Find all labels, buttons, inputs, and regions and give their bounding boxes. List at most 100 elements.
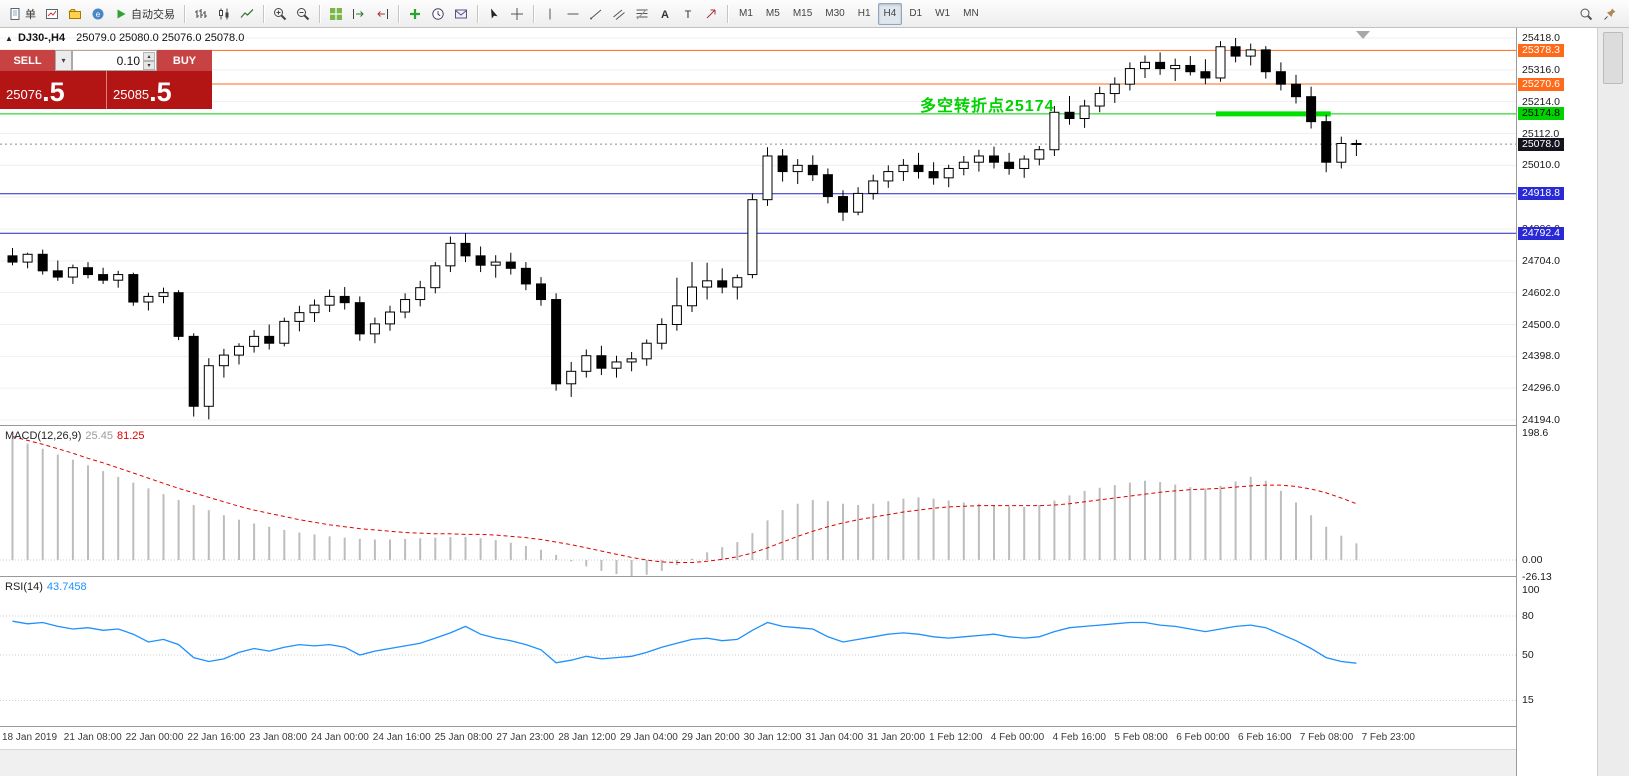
time-tick-label: 27 Jan 23:00 [496, 732, 555, 743]
right-scrollbar[interactable] [1597, 28, 1629, 776]
tf-h4-button-label: H4 [883, 8, 897, 19]
time-tick-label: 29 Jan 20:00 [681, 732, 740, 743]
zoom-in-button[interactable] [269, 3, 291, 25]
rsi-panel[interactable]: RSI(14) 43.7458 [0, 578, 1516, 727]
price-badge: 25174.8 [1518, 107, 1564, 121]
time-tick-label: 24 Jan 16:00 [372, 732, 431, 743]
hline-icon [566, 7, 580, 21]
vertical-line-button[interactable] [539, 3, 561, 25]
search-button[interactable] [1575, 3, 1597, 25]
price-tick-label: 25418.0 [1522, 32, 1560, 44]
rsi-scale-label: 50 [1522, 649, 1534, 661]
time-tick-label: 6 Feb 00:00 [1176, 732, 1230, 743]
labelT-icon: T [681, 7, 695, 21]
time-tick-label: 30 Jan 12:00 [743, 732, 802, 743]
tf-w1-button[interactable]: W1 [929, 3, 956, 25]
tf-h1-button[interactable]: H1 [852, 3, 877, 25]
toolbar-separator [319, 4, 320, 23]
lot-size-input[interactable]: 0.10 ▴ ▾ [72, 50, 157, 71]
time-axis[interactable]: 18 Jan 2019 21 Jan 08:00 22 Jan 00:00 22 Ja… [0, 727, 1516, 749]
toolbar: 单 e 自动交易 A T M1 M5 M15 M30 H1 H4 D1 W1 MN [0, 0, 1629, 28]
buy-button[interactable]: BUY [157, 50, 212, 71]
rsi-label: RSI(14) 43.7458 [5, 581, 87, 593]
price-badge: 24918.8 [1518, 187, 1564, 201]
metaeditor-button[interactable]: e [87, 3, 109, 25]
templates-button[interactable] [450, 3, 472, 25]
time-tick-label: 22 Jan 00:00 [125, 732, 184, 743]
time-tick-label: 31 Jan 20:00 [867, 732, 926, 743]
tf-m30-button[interactable]: M30 [819, 3, 850, 25]
time-tick-label: 29 Jan 04:00 [620, 732, 678, 743]
periods-button[interactable] [427, 3, 449, 25]
candles-series [7, 38, 1362, 420]
tf-mn-button[interactable]: MN [957, 3, 985, 25]
tf-d1-button[interactable]: D1 [903, 3, 928, 25]
macd-scale-label: 0.00 [1522, 554, 1543, 566]
tf-h4-button[interactable]: H4 [877, 2, 903, 25]
lot-spinner: ▴ ▾ [143, 51, 155, 70]
time-tick-label: 7 Feb 23:00 [1361, 732, 1415, 743]
candlestick-chart-button[interactable] [213, 3, 235, 25]
lot-size-value: 0.10 [116, 53, 140, 68]
profiles-button[interactable] [64, 3, 86, 25]
tf-m5-button[interactable]: M5 [760, 3, 786, 25]
price-chart-panel[interactable]: ▲ DJ30-,H4 25079.0 25080.0 25076.0 25078… [0, 28, 1516, 426]
price-tick-label: 24704.0 [1522, 254, 1560, 267]
macd-name: MACD(12,26,9) [5, 430, 82, 442]
price-axis[interactable]: 25418.025316.025214.025112.025010.024908… [1516, 28, 1596, 776]
indicators-button[interactable] [404, 3, 426, 25]
rsi-value: 43.7458 [46, 581, 87, 593]
trendline-button[interactable] [585, 3, 607, 25]
toolbar-separator [398, 4, 399, 23]
time-tick-label: 23 Jan 08:00 [249, 732, 308, 743]
toolbar-separator [184, 4, 185, 23]
fibo-icon [635, 7, 649, 21]
chart-area[interactable]: ▲ DJ30-,H4 25079.0 25080.0 25076.0 25078… [0, 28, 1516, 776]
sell-price-button[interactable]: 25076 .5 [0, 71, 106, 109]
candlestick-chart [0, 31, 1516, 421]
tile-windows-button[interactable] [325, 3, 347, 25]
sell-button[interactable]: SELL [0, 50, 55, 71]
chart-shift-button[interactable] [371, 3, 393, 25]
horizontal-line-button[interactable] [562, 3, 584, 25]
text-button[interactable]: A [654, 3, 676, 25]
autotrading-button[interactable]: 自动交易 [110, 3, 179, 25]
candles-icon [217, 7, 231, 21]
price-tick-label: 24296.0 [1522, 382, 1560, 395]
tf-mn-button-label: MN [963, 8, 979, 19]
line-icon [240, 7, 254, 21]
order-type-dropdown[interactable]: ▾ [55, 50, 72, 71]
autotrading-button-label: 自动交易 [131, 8, 175, 21]
cursor-icon [487, 7, 501, 21]
lot-decrease-button[interactable]: ▾ [143, 60, 155, 70]
pin-button[interactable] [1599, 3, 1621, 25]
macd-panel[interactable]: MACD(12,26,9) 25.45 81.25 [0, 427, 1516, 577]
tf-m1-button[interactable]: M1 [733, 3, 759, 25]
fibonacci-button[interactable] [631, 3, 653, 25]
cursor-button[interactable] [483, 3, 505, 25]
bar-chart-button[interactable] [190, 3, 212, 25]
pin-icon [1603, 7, 1617, 21]
price-tick-label: 25214.0 [1522, 95, 1560, 108]
line-chart-button[interactable] [236, 3, 258, 25]
new-chart-button[interactable] [41, 3, 63, 25]
autoscroll-icon [352, 7, 366, 21]
tf-m15-button[interactable]: M15 [787, 3, 818, 25]
price-tick-label: 24602.0 [1522, 286, 1560, 299]
crosshair-button[interactable] [506, 3, 528, 25]
new-order-button[interactable]: 单 [4, 3, 40, 25]
scrollbar-thumb[interactable] [1603, 32, 1623, 84]
arrows-button[interactable] [700, 3, 722, 25]
text-label-button[interactable]: T [677, 3, 699, 25]
lot-increase-button[interactable]: ▴ [143, 51, 155, 61]
channel-button[interactable] [608, 3, 630, 25]
time-tick-label: 21 Jan 08:00 [63, 732, 122, 743]
chart-shift-marker [1356, 31, 1370, 39]
auto-scroll-button[interactable] [348, 3, 370, 25]
zoom-out-button[interactable] [292, 3, 314, 25]
time-tick-label: 5 Feb 08:00 [1114, 732, 1168, 743]
price-badge: 25378.3 [1518, 43, 1564, 57]
time-tick-label: 7 Feb 08:00 [1299, 732, 1354, 743]
buy-price-button[interactable]: 25085 .5 [106, 71, 212, 109]
price-tick-label: 24194.0 [1522, 414, 1560, 426]
